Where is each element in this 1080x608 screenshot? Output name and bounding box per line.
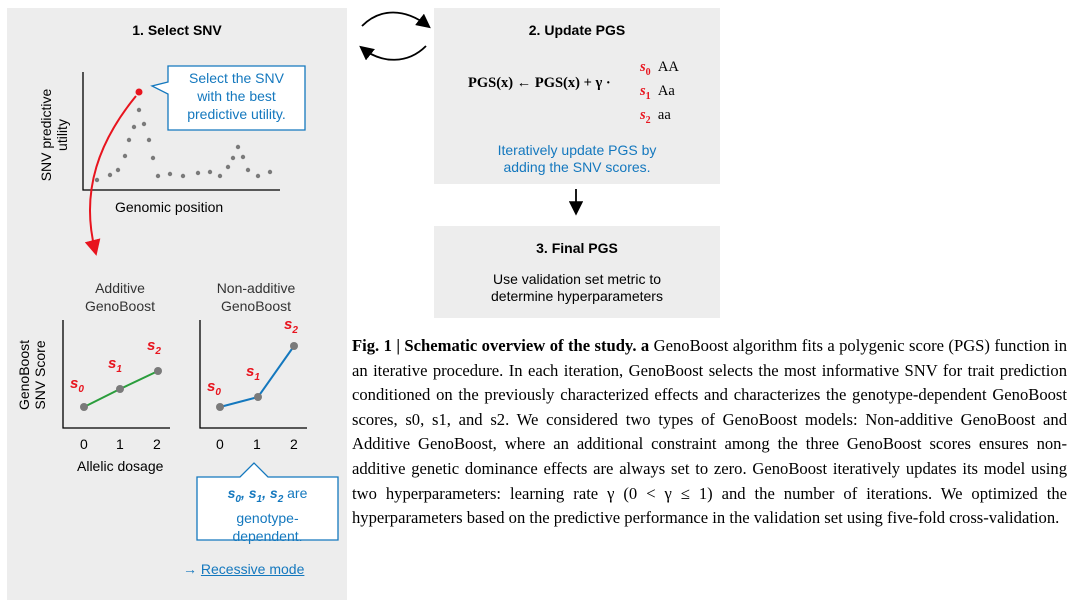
cycle-arrow-top [361, 11, 431, 29]
utility-axes [82, 72, 280, 191]
additive-tick-1: 1 [116, 436, 124, 452]
additive-s1: s1 [108, 355, 122, 375]
dosage-label: Allelic dosage [77, 458, 164, 474]
case-row-2: s2 aa [640, 106, 671, 126]
utility-dots [94, 107, 273, 183]
nonadditive-title: Non-additive GenoBoost [216, 280, 296, 314]
panel1-title: 1. Select SNV [132, 22, 222, 38]
panel3-note: Use validation set metric to determine h… [491, 271, 663, 304]
callout-text: Select the SNV with the best predictive … [187, 70, 286, 122]
nonadditive-tick-2: 2 [290, 436, 298, 452]
nonadditive-tick-1: 1 [253, 436, 261, 452]
cycle-arrow-bottom [359, 45, 427, 61]
update-formula: PGS(x) ← PGS(x) + γ · [468, 75, 611, 91]
additive-s0: s0 [70, 375, 84, 395]
red-arrow [84, 95, 137, 256]
recessive-mode-link[interactable]: Recessive mode [200, 561, 305, 577]
recessive-mode-link-row: → Recessive mode [183, 561, 304, 577]
additive-axes [62, 320, 170, 429]
callout2-text: s0, s1, s2 are genotype- dependent. [227, 485, 308, 544]
caption-text: GenoBoost algorithm fits a polygenic sco… [352, 336, 1067, 528]
caption-label: Fig. 1 | Schematic overview of the study… [352, 336, 637, 355]
additive-title: Additive GenoBoost [84, 280, 156, 314]
callout-box [150, 65, 306, 131]
callout2-box [196, 462, 339, 541]
nonadditive-s1: s1 [246, 363, 260, 383]
caption-panel-letter: a [640, 336, 650, 355]
panel3-title: 3. Final PGS [536, 240, 618, 256]
nonadditive-s2: s2 [284, 316, 298, 336]
nonadditive-axes [199, 320, 307, 429]
right-arrow-icon: → [183, 561, 197, 577]
case-row-0: s0 AA [640, 59, 679, 78]
utility-ylabel: SNV predictive utility [38, 88, 70, 182]
additive-tick-0: 0 [80, 436, 88, 452]
selected-snv-dot [135, 88, 143, 96]
score-ylabel: GenoBoost SNV Score [16, 339, 48, 411]
case-row-1: s1 Aa [640, 82, 675, 102]
additive-s2: s2 [147, 337, 161, 357]
nonadditive-s0: s0 [207, 378, 221, 398]
utility-xlabel: Genomic position [115, 199, 224, 215]
panel2-note: Iteratively update PGS by adding the SNV… [497, 142, 657, 175]
additive-tick-2: 2 [153, 436, 161, 452]
panel-final-pgs [434, 226, 720, 318]
panel-update-pgs [434, 8, 720, 184]
nonadditive-tick-0: 0 [216, 436, 224, 452]
panel2-title: 2. Update PGS [528, 22, 626, 38]
formula-cases: s0 AA s1 Aa s2 aa [640, 58, 679, 130]
figure-caption: Fig. 1 | Schematic overview of the study… [352, 334, 1067, 531]
